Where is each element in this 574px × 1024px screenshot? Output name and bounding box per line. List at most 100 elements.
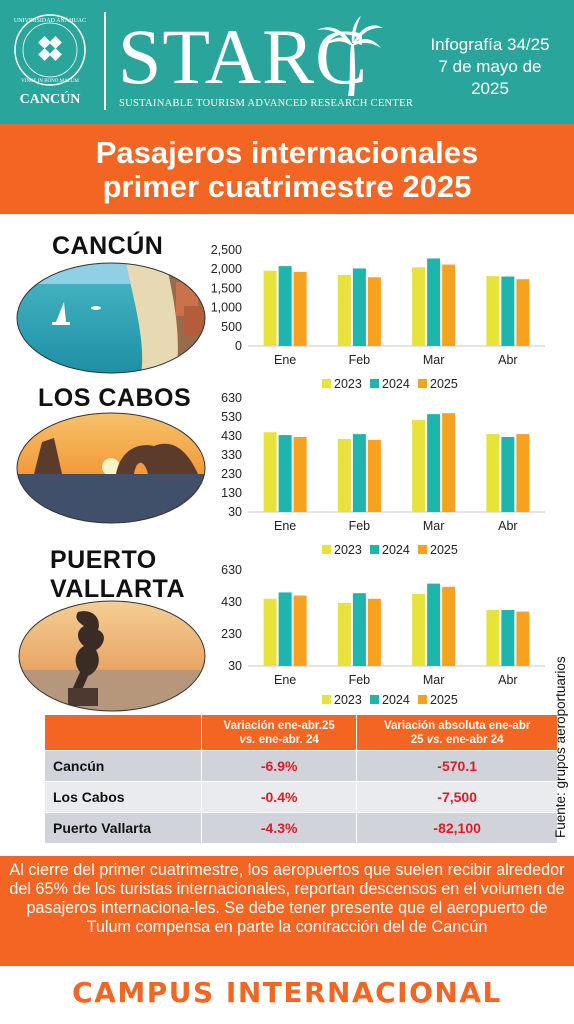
table-row-abs: -7,500 [356,781,558,813]
legend-swatch-2023 [322,545,331,554]
los-cabos-bar-chart: 630 530 430 330 230 130 30 Ene Feb Mar Abr 2023 2024… [221,391,545,557]
source-note: Fuente: grupos aeroportuarios [553,656,568,838]
bar-2025-feb [367,598,381,666]
y-tick-label: 1,000 [211,301,242,315]
summary-note: Al cierre del primer cuatrimestre, los a… [0,856,574,966]
legend-swatch-2025 [418,695,427,704]
table-row-pct: -0.4% [200,781,358,813]
cancun-beach-photo [16,262,206,374]
y-tick-label: 230 [221,627,242,641]
table-row-abs: -82,100 [356,812,558,844]
y-tick-label: 230 [221,467,242,481]
table-row-name: Cancún [44,750,202,782]
bar-2023-feb [337,274,351,346]
bar-2025-abr [516,279,530,346]
campus-footer: CAMPUS INTERNACIONAL [72,976,502,1009]
y-tick-label: 2,000 [211,262,242,276]
legend-label-2024: 2024 [382,377,410,391]
legend-swatch-2025 [418,545,427,554]
y-tick-label: 630 [221,563,242,577]
palm-tree-icon [317,16,383,96]
cancun-bar-chart: 2,500 2,000 1,500 1,000 500 0 Ene Feb Mar Abr 2023… [211,243,545,391]
bar-2025-ene [293,436,307,512]
starc-subtitle: SUSTAINABLE TOURISM ADVANCED RESEARCH CE… [119,98,414,109]
legend-swatch-2024 [370,545,379,554]
los-cabos-arch-photo [16,412,206,524]
x-tick-label: Ene [274,353,296,367]
y-tick-label: 530 [221,410,242,424]
university-campus-name: CANCÚN [19,92,81,107]
bar-2025-ene [293,271,307,346]
x-tick-label: Abr [498,673,517,687]
bar-2024-abr [501,276,515,346]
bar-2023-ene [263,432,277,512]
table-header-abs: Variación absoluta ene-abr 25 vs. ene-abr… [356,714,558,751]
table-row-pct: -4.3% [200,812,358,844]
x-tick-label: Feb [349,673,371,687]
bar-2023-ene [263,598,277,666]
city-label-puerto: PUERTO [50,546,157,574]
x-tick-label: Mar [423,353,445,367]
legend-swatch-2024 [370,695,379,704]
title-banner: Pasajeros internacionales primer cuatrim… [0,124,574,214]
title-line-2: primer cuatrimestre 2025 [102,169,472,204]
x-tick-label: Feb [349,353,371,367]
bar-2024-mar [427,583,441,666]
bar-2023-feb [337,438,351,512]
y-tick-label: 130 [221,486,242,500]
city-label-vallarta: VALLARTA [50,575,185,603]
legend-label-2025: 2025 [430,543,458,557]
bar-2024-feb [352,434,366,512]
svg-text:UNIVERSIDAD ANÁHUAC: UNIVERSIDAD ANÁHUAC [14,16,86,24]
bar-2025-feb [367,439,381,512]
legend-swatch-2023 [322,379,331,388]
table-row: Cancún -6.9% -570.1 [44,750,558,782]
table-row-name: Puerto Vallarta [44,812,202,844]
bar-2023-mar [412,594,426,666]
table-header-row: Variación ene-abr.25 vs. ene-abr. 24 Vari… [44,714,558,751]
bar-2025-mar [442,413,456,512]
bar-2023-abr [486,434,500,512]
legend-label-2025: 2025 [430,693,458,707]
y-tick-label: 430 [221,429,242,443]
svg-text:VINCE IN BONO MALUM: VINCE IN BONO MALUM [21,79,79,84]
table-row-pct: -6.9% [200,750,358,782]
infographic-date-line2: 2025 [471,79,509,98]
legend-swatch-2024 [370,379,379,388]
y-tick-label: 430 [221,595,242,609]
bar-2024-abr [501,436,515,512]
bar-2024-abr [501,610,515,666]
y-tick-label: 330 [221,448,242,462]
y-tick-label: 30 [228,505,242,519]
legend-label-2023: 2023 [334,693,362,707]
bar-2024-feb [352,268,366,346]
bar-2025-feb [367,277,381,346]
variation-table: Variación ene-abr.25 vs. ene-abr. 24 Vari… [44,714,558,844]
puerto-vallarta-bar-chart: 630 430 230 30 Ene Feb Mar Abr 2023 2024 2025 [221,563,545,707]
y-tick-label: 1,500 [211,281,242,295]
university-seal-logo: UNIVERSIDAD ANÁHUAC VINCE IN BONO MALUM [14,14,86,86]
bar-2025-mar [442,586,456,666]
starc-logo-text: STARC [118,13,369,100]
bar-2024-feb [352,593,366,666]
x-tick-label: Abr [498,353,517,367]
x-tick-label: Ene [274,519,296,533]
bar-2023-feb [337,602,351,666]
bar-2025-mar [442,264,456,346]
bar-2024-ene [278,592,292,666]
table-row-name: Los Cabos [44,781,202,813]
table-row: Los Cabos -0.4% -7,500 [44,781,558,813]
y-tick-label: 0 [235,339,242,353]
y-tick-label: 2,500 [211,243,242,257]
title-line-1: Pasajeros internacionales [95,135,479,170]
table-header-blank [44,714,202,751]
bar-2024-ene [278,435,292,512]
city-label-cancun: CANCÚN [52,232,164,260]
x-tick-label: Mar [423,673,445,687]
x-tick-label: Abr [498,519,517,533]
bar-2023-abr [486,610,500,666]
legend-label-2024: 2024 [382,693,410,707]
table-row-abs: -570.1 [356,750,558,782]
legend-label-2023: 2023 [334,543,362,557]
table-row: Puerto Vallarta -4.3% -82,100 [44,812,558,844]
